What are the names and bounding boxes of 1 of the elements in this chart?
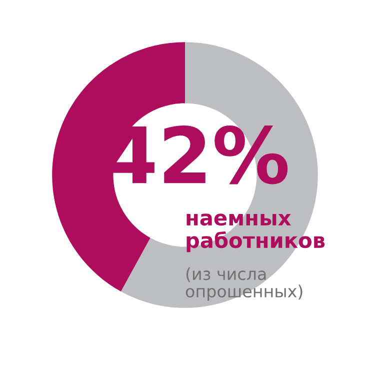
- text: наемных работников: [186, 214, 325, 252]
